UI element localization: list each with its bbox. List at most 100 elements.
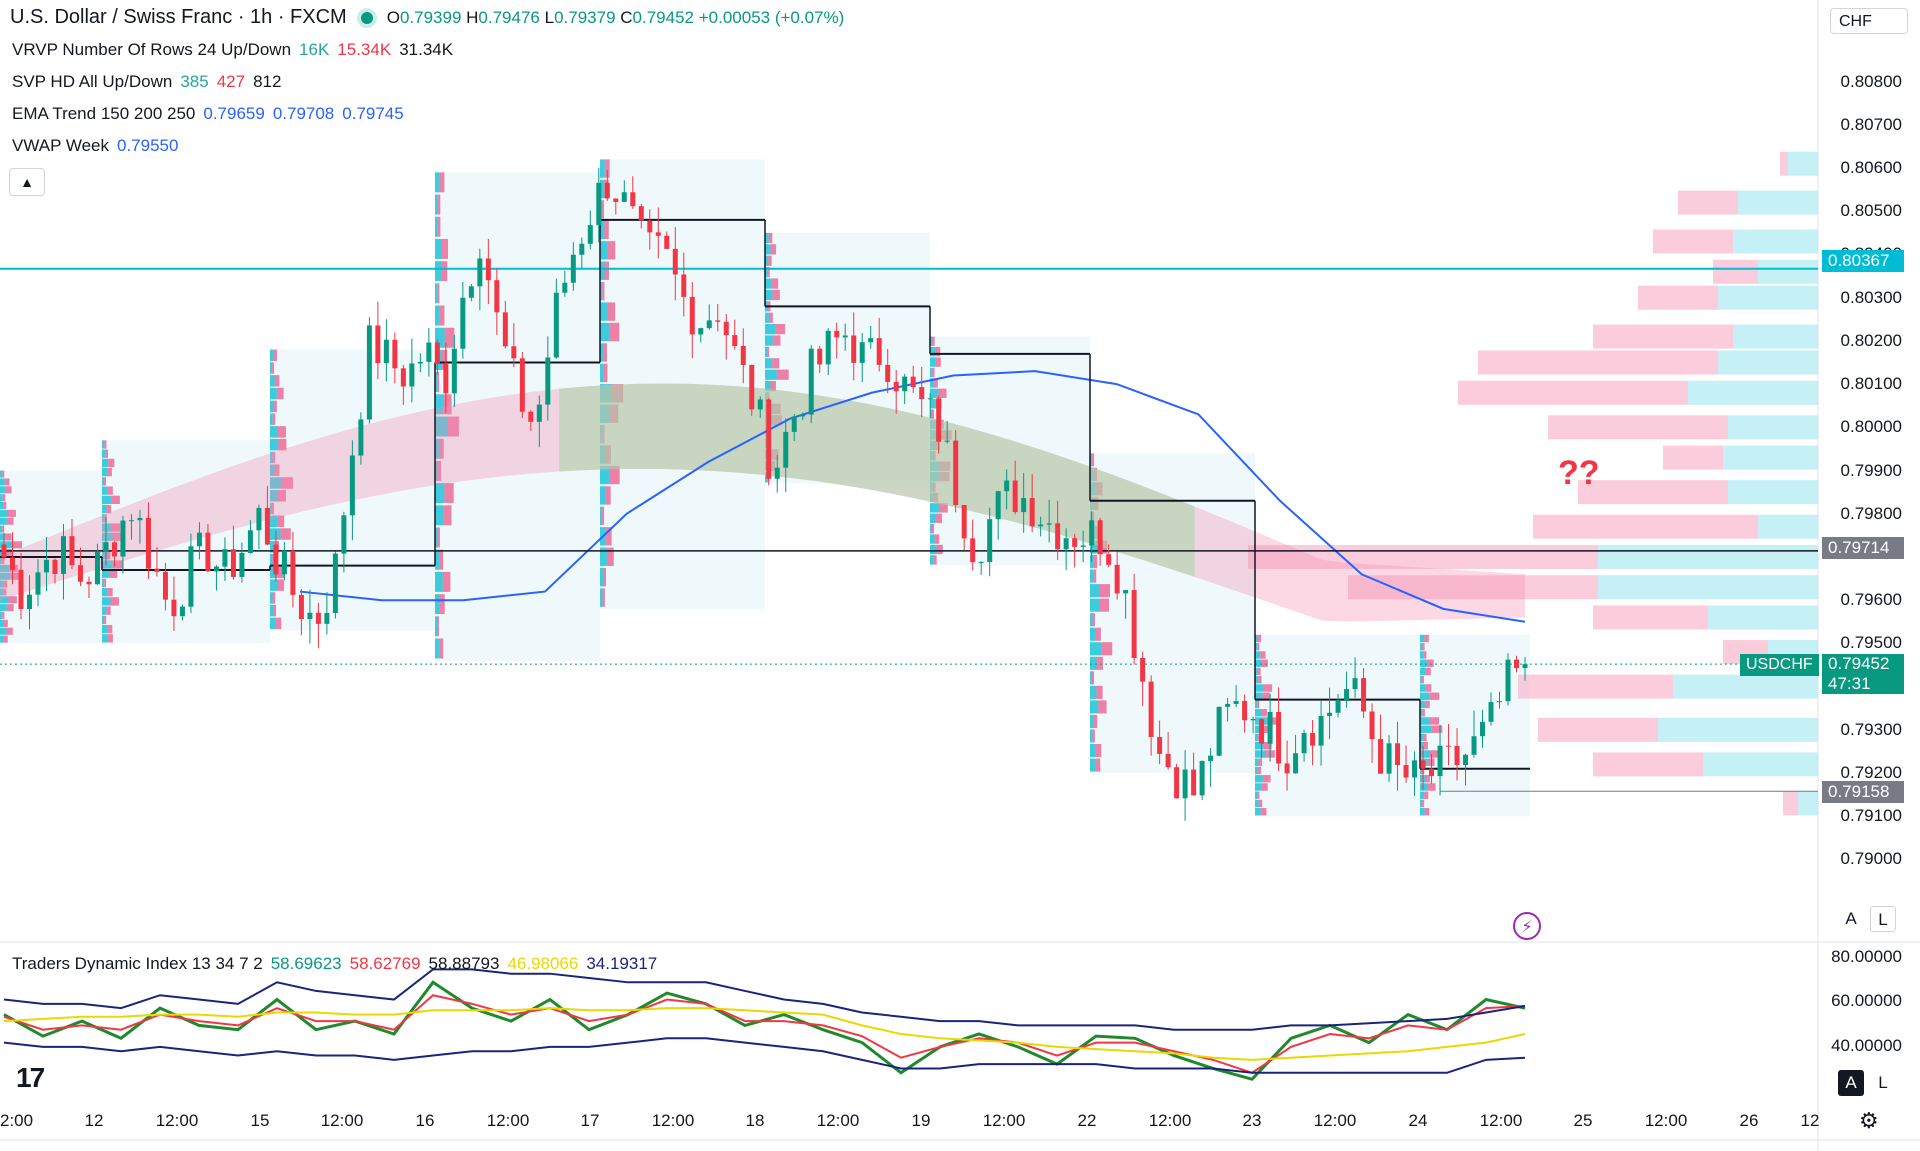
candle-body bbox=[732, 335, 738, 346]
osc-log-scale-button[interactable]: L bbox=[1878, 1073, 1888, 1092]
profile-bar-down bbox=[5, 486, 12, 494]
tradingview-logo[interactable]: 17 bbox=[16, 1062, 45, 1093]
profile-bar-down bbox=[1260, 808, 1267, 816]
legend-svp[interactable]: SVP HD All Up/Down 385 427 812 bbox=[12, 72, 282, 91]
profile-bar-down bbox=[439, 172, 445, 193]
profile-bar-up bbox=[435, 416, 447, 437]
candle-body bbox=[859, 342, 865, 363]
candle-body bbox=[910, 376, 916, 388]
price-axis-tick: 0.79100 bbox=[1840, 806, 1902, 826]
osc-axis-tick: 40.00000 bbox=[1831, 1036, 1902, 1055]
candle-body bbox=[1072, 538, 1078, 547]
annotation-question-marks: ?? bbox=[1558, 454, 1600, 492]
profile-bar-up bbox=[1255, 659, 1262, 667]
vrvp-bar-down bbox=[1780, 151, 1788, 176]
candle-body bbox=[613, 198, 619, 202]
candle-body bbox=[1386, 743, 1392, 774]
auto-scale-button[interactable]: A bbox=[1845, 909, 1857, 928]
profile-bar-up bbox=[102, 569, 110, 578]
candle-body bbox=[111, 542, 117, 557]
symbol-title[interactable]: U.S. Dollar / Swiss Franc · 1h · FXCM bbox=[10, 6, 347, 28]
profile-bar-up bbox=[1255, 799, 1259, 808]
session-profile-bg bbox=[1255, 634, 1420, 817]
profile-bar-down bbox=[1427, 783, 1436, 791]
profile-bar-up bbox=[765, 312, 769, 323]
candle-body bbox=[460, 297, 466, 349]
oscillator-signal-line bbox=[3, 994, 1526, 1074]
time-axis-tick: 19 bbox=[911, 1111, 931, 1130]
profile-bar-down bbox=[278, 438, 287, 451]
profile-bar-up bbox=[102, 588, 108, 597]
session-volume-profiles bbox=[0, 159, 1530, 817]
log-scale-button[interactable]: L bbox=[1870, 906, 1896, 932]
profile-bar-up bbox=[270, 528, 281, 540]
support-price-label: 0.79158 bbox=[1822, 781, 1904, 803]
profile-bar-down bbox=[1425, 667, 1431, 676]
profile-bar-down bbox=[441, 349, 448, 370]
profile-bar-down bbox=[767, 267, 770, 278]
osc-auto-scale-button[interactable]: A bbox=[1838, 1070, 1864, 1096]
candle-body bbox=[749, 364, 755, 410]
vrvp-bar-down bbox=[1678, 190, 1738, 215]
candle-body bbox=[706, 320, 712, 329]
candle-body bbox=[740, 345, 746, 365]
profile-bar-down bbox=[1424, 775, 1430, 783]
profile-bar-down bbox=[1099, 598, 1109, 612]
candle-body bbox=[953, 440, 959, 505]
profile-bar-down bbox=[112, 560, 124, 569]
legend-ema[interactable]: EMA Trend 150 200 250 0.79659 0.79708 0.… bbox=[12, 104, 404, 123]
profile-bar-up bbox=[765, 267, 768, 278]
profile-bar-up bbox=[0, 627, 7, 635]
profile-bar-down bbox=[1095, 627, 1101, 641]
profile-bar-up bbox=[102, 532, 113, 541]
gear-icon[interactable]: ⚙ bbox=[1859, 1108, 1879, 1133]
profile-bar-down bbox=[446, 416, 459, 437]
profile-bar-down bbox=[1096, 685, 1103, 699]
profile-bar-down bbox=[1093, 569, 1097, 583]
vrvp-bar-up bbox=[1718, 285, 1818, 310]
profile-bar-down bbox=[437, 283, 440, 304]
vrvp-bar-up bbox=[1688, 380, 1818, 405]
legend-vrvp[interactable]: VRVP Number Of Rows 24 Up/Down 16K 15.34… bbox=[12, 40, 454, 59]
profile-bar-up bbox=[1090, 598, 1100, 612]
profile-bar-down bbox=[277, 515, 285, 528]
profile-bar-up bbox=[930, 513, 936, 523]
candle-body bbox=[375, 325, 381, 364]
price-axis-tick: 0.79900 bbox=[1840, 460, 1902, 480]
candle-body bbox=[1182, 769, 1188, 799]
profile-bar-down bbox=[6, 604, 14, 612]
profile-bar-down bbox=[104, 477, 107, 486]
legend-tdi[interactable]: Traders Dynamic Index 13 34 7 2 58.69623… bbox=[12, 954, 658, 973]
profile-bar-up bbox=[930, 555, 934, 565]
profile-bar-down bbox=[443, 505, 452, 526]
candle-body bbox=[851, 335, 857, 363]
vrvp-bar-up bbox=[1728, 415, 1818, 440]
vrvp-bar-down bbox=[1593, 605, 1708, 630]
profile-bar-down bbox=[604, 261, 609, 280]
profile-bar-down bbox=[273, 400, 277, 413]
currency-selector[interactable]: CHF bbox=[1830, 8, 1908, 34]
vrvp-bar-down bbox=[1593, 324, 1733, 349]
candle-body bbox=[1361, 678, 1367, 712]
profile-bar-down bbox=[111, 523, 121, 532]
profile-bar-down bbox=[272, 451, 276, 464]
candle-body bbox=[978, 561, 984, 563]
legend-vwap[interactable]: VWAP Week 0.79550 bbox=[12, 136, 179, 155]
profile-bar-down bbox=[1261, 659, 1268, 667]
chevron-up-icon[interactable]: ▲ bbox=[9, 168, 45, 196]
profile-bar-up bbox=[270, 617, 276, 630]
candle-body bbox=[723, 321, 729, 336]
profile-bar-up bbox=[435, 394, 444, 415]
profile-bar-up bbox=[600, 588, 603, 607]
lightning-icon[interactable]: ⚡ bbox=[1513, 912, 1541, 940]
profile-bar-up bbox=[765, 346, 768, 358]
candle-body bbox=[1055, 523, 1061, 550]
time-axis-tick: 12:00 bbox=[486, 1111, 530, 1130]
candle-body bbox=[791, 416, 797, 432]
profile-bar-down bbox=[1262, 775, 1271, 783]
profile-bar-up bbox=[1420, 725, 1432, 733]
profile-bar-up bbox=[1420, 667, 1426, 676]
candle-body bbox=[1369, 711, 1375, 740]
time-axis-tick: 12:00 bbox=[155, 1111, 199, 1130]
